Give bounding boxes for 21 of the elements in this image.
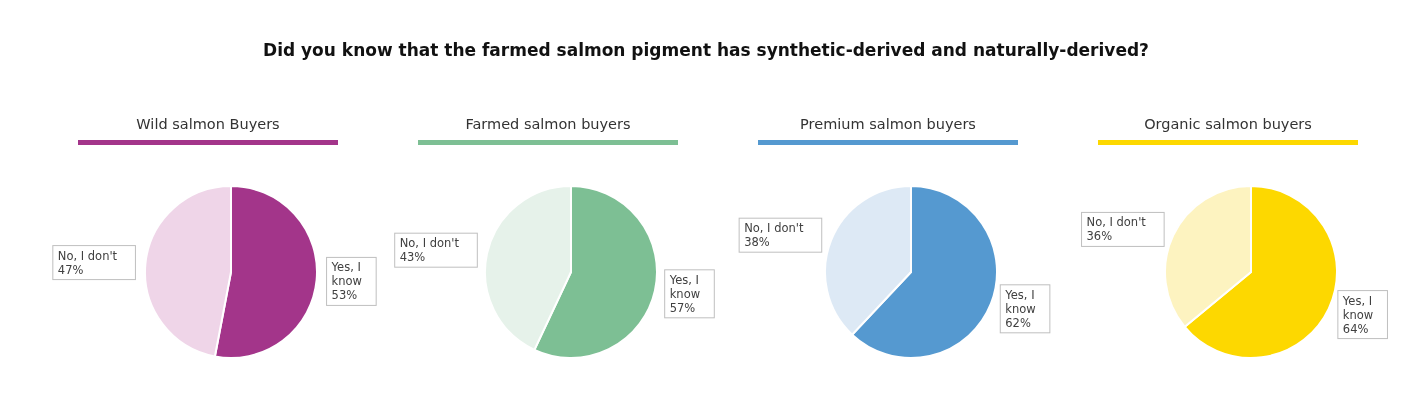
slice-label: Yes, I know bbox=[330, 260, 362, 289]
data-label: 64% bbox=[1342, 321, 1369, 336]
data-label: 36% bbox=[1086, 229, 1113, 244]
chart-subtitle: Organic salmon buyers bbox=[1144, 115, 1312, 134]
slice-label: No, I don't bbox=[57, 248, 118, 263]
chart-subtitle: Farmed salmon buyers bbox=[465, 115, 631, 134]
data-label: 47% bbox=[57, 262, 84, 277]
data-label: 62% bbox=[1005, 315, 1031, 330]
chart-subtitle: Premium salmon buyers bbox=[800, 115, 976, 134]
data-label: 57% bbox=[669, 300, 696, 315]
data-label: 38% bbox=[744, 235, 770, 250]
slice-label: Yes, I know bbox=[1004, 287, 1036, 316]
slice-label: Yes, I know bbox=[1341, 293, 1374, 322]
slice-label: No, I don't bbox=[399, 236, 460, 251]
chart-subtitle: Wild salmon Buyers bbox=[136, 115, 280, 134]
slice-label: No, I don't bbox=[1086, 215, 1147, 230]
slice-label: No, I don't bbox=[744, 221, 804, 236]
data-label: 43% bbox=[399, 250, 426, 265]
data-label: 53% bbox=[331, 288, 358, 303]
slice-label: Yes, I know bbox=[668, 272, 701, 301]
text: Did you know that the farmed salmon pigment has synthetic-derived and naturally-derived? bbox=[262, 39, 1150, 62]
